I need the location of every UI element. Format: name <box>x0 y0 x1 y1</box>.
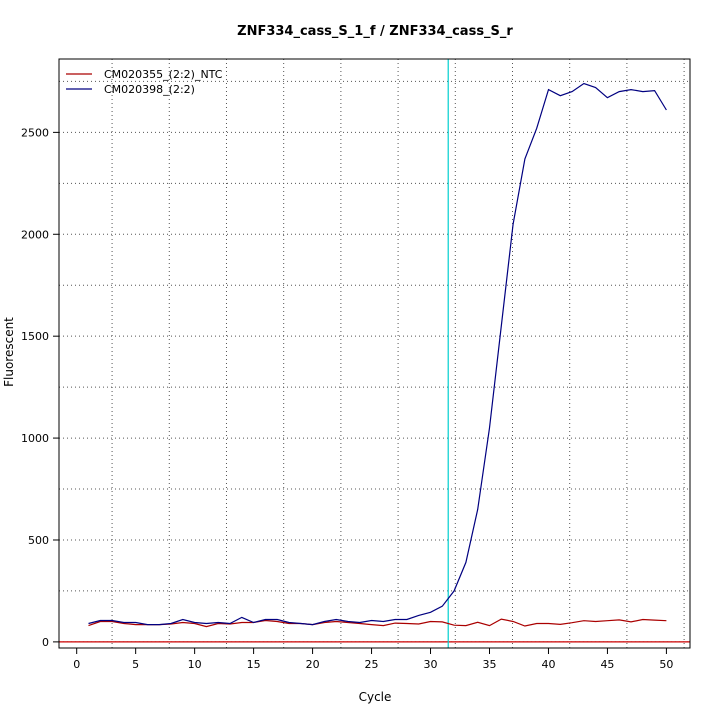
x-tick-label: 45 <box>600 658 614 671</box>
grid-lines <box>59 59 690 648</box>
y-tick-label: 500 <box>28 534 49 547</box>
y-tick-label: 2000 <box>21 228 49 241</box>
y-tick-label: 0 <box>42 636 49 649</box>
x-tick-label: 0 <box>73 658 80 671</box>
x-tick-label: 10 <box>188 658 202 671</box>
legend-label-2: CM020398_(2:2) <box>104 83 195 96</box>
y-tick-label: 1500 <box>21 330 49 343</box>
x-tick-label: 35 <box>482 658 496 671</box>
x-tick-label: 30 <box>424 658 438 671</box>
x-tick-label: 50 <box>659 658 673 671</box>
y-tick-label: 1000 <box>21 432 49 445</box>
chart-title: ZNF334_cass_S_1_f / ZNF334_cass_S_r <box>237 24 513 39</box>
x-tick-label: 40 <box>541 658 555 671</box>
x-tick-label: 25 <box>365 658 379 671</box>
x-tick-label: 15 <box>247 658 261 671</box>
reference-lines <box>59 59 690 648</box>
series-line-1 <box>88 618 667 628</box>
legend-label-1: CM020355_(2:2)_NTC <box>104 68 223 81</box>
x-tick-label: 20 <box>306 658 320 671</box>
series-line-2 <box>88 82 667 626</box>
x-axis: 0 5 10 15 20 25 30 35 40 45 50 <box>73 648 673 671</box>
plot-frame <box>58 58 691 649</box>
series-lines <box>88 82 667 628</box>
legend: CM020355_(2:2)_NTC CM020398_(2:2) <box>66 68 223 96</box>
y-axis: 0 500 1000 1500 2000 2500 <box>21 126 59 649</box>
y-axis-label: Fluorescent <box>2 317 16 387</box>
x-tick-label: 5 <box>132 658 139 671</box>
x-axis-label: Cycle <box>359 690 392 704</box>
y-tick-label: 2500 <box>21 126 49 139</box>
